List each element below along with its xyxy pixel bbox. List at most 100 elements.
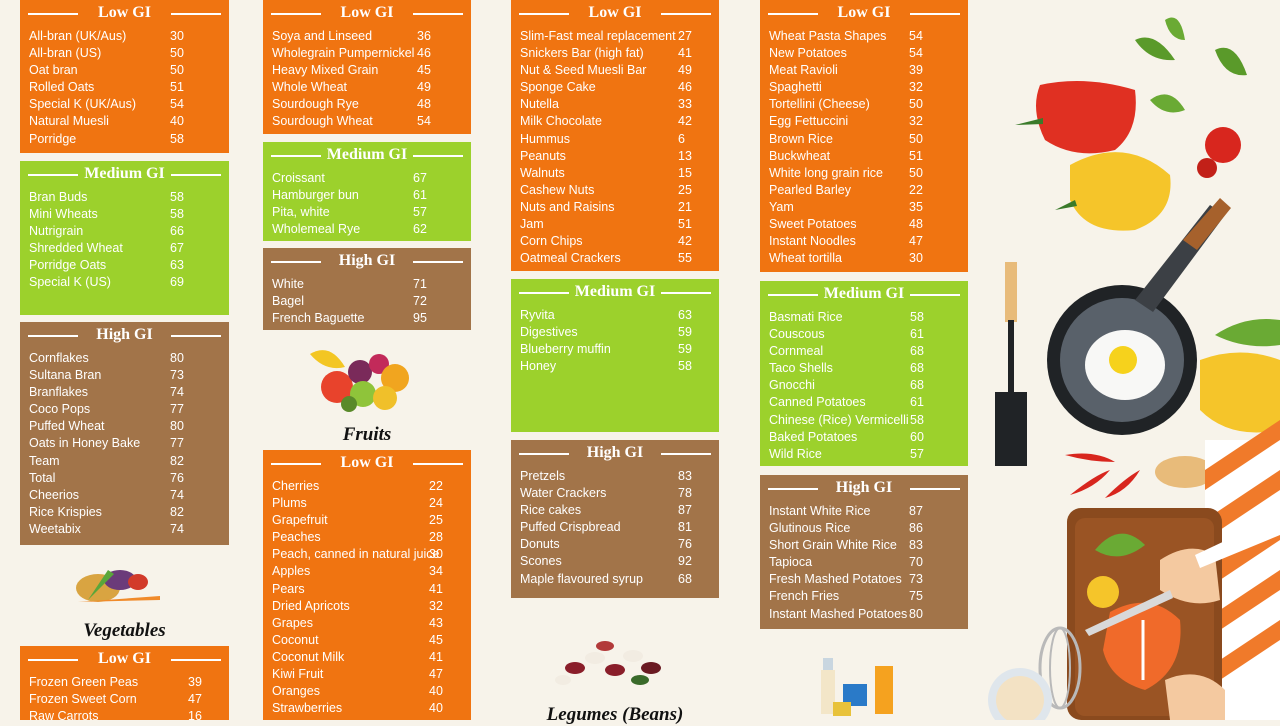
gi-value: 67 (170, 241, 184, 256)
gi-value: 40 (429, 684, 443, 699)
food-name: Instant Mashed Potatoes (769, 606, 908, 621)
food-row: Puffed Wheat 80 (20, 418, 229, 435)
food-name: Sourdough Rye (272, 97, 359, 112)
panel-c3-low: Low GI Slim-Fast meal replacement 27 Snicke… (511, 0, 719, 271)
food-row: Special K (UK/Aus) 54 (20, 96, 229, 113)
gi-value: 77 (170, 402, 184, 417)
gi-list: Ryvita 63 Digestives 59 Blueberry muffin 59 Ho… (511, 305, 719, 375)
panel-c2-medium: Medium GI Croissant 67 Hamburger bun 61 Pita,… (263, 142, 471, 241)
gi-value: 49 (678, 63, 692, 78)
food-name: Kiwi Fruit (272, 667, 324, 682)
food-name: Wild Rice (769, 446, 822, 461)
food-row: Nuts and Raisins 21 (511, 199, 719, 216)
gi-value: 43 (429, 615, 443, 630)
food-name: Canned Potatoes (769, 395, 866, 410)
food-row: Weetabix 74 (20, 521, 229, 538)
gi-value: 41 (429, 581, 443, 596)
gi-value: 68 (910, 361, 924, 376)
food-name: Total (29, 470, 56, 485)
food-row: Hamburger bun 61 (263, 187, 471, 204)
food-name: Slim-Fast meal replacement (520, 29, 676, 43)
food-row: Heavy Mixed Grain 45 (263, 62, 471, 79)
panel-title: High GI (263, 248, 471, 274)
food-name: Honey (520, 359, 557, 374)
food-row: Rolled Oats 51 (20, 79, 229, 96)
food-name: Pita, white (272, 205, 330, 220)
gi-value: 41 (678, 46, 692, 61)
food-row: All-bran (US) 50 (20, 45, 229, 62)
gi-value: 63 (678, 308, 692, 322)
food-row: Sponge Cake 46 (511, 79, 719, 96)
section-title-fruits: Fruits (342, 424, 392, 445)
panel-vegetables-low: Low GI Frozen Green Peas 39 Frozen Sweet Co… (20, 646, 229, 720)
food-row: Coco Pops 77 (20, 401, 229, 418)
food-row: Blueberry muffin 59 (511, 341, 719, 358)
food-row: Special K (US) 69 (20, 274, 229, 291)
food-name: Puffed Crispbread (520, 520, 621, 535)
gi-list: Frozen Green Peas 39 Frozen Sweet Corn 47 Ra… (20, 672, 229, 720)
food-name: Wholegrain Pumpernickel (272, 46, 415, 61)
food-row: Spaghetti 32 (760, 79, 968, 96)
food-name: Egg Fettuccini (769, 114, 849, 129)
gi-value: 87 (909, 504, 923, 518)
drinks-illustration (821, 658, 893, 716)
gi-list: Croissant 67 Hamburger bun 61 Pita, white 57 W… (263, 168, 471, 238)
gi-value: 40 (429, 701, 443, 716)
gi-value: 67 (413, 171, 427, 185)
panel-c3-medium: Medium GI Ryvita 63 Digestives 59 Blueberry m… (511, 279, 719, 432)
gi-value: 58 (170, 190, 184, 204)
food-name: Team (29, 453, 60, 468)
gi-list: Soya and Linseed 36 Wholegrain Pumpernicke… (263, 26, 471, 131)
food-name: Oat bran (29, 63, 78, 78)
food-name: Porridge Oats (29, 258, 107, 273)
food-name: Meat Ravioli (769, 63, 838, 78)
food-row: Nut & Seed Muesli Bar 49 (511, 62, 719, 79)
panel-title: Low GI (511, 0, 719, 26)
gi-value: 28 (429, 530, 443, 545)
food-name: Soya and Linseed (272, 29, 373, 43)
food-name: Chinese (Rice) Vermicelli (769, 412, 909, 427)
food-name: Oatmeal Crackers (520, 251, 621, 266)
gi-value: 80 (909, 606, 923, 621)
food-name: Oranges (272, 684, 320, 699)
food-name: Nutella (520, 97, 559, 112)
food-row: Glutinous Rice 86 (760, 520, 968, 537)
gi-value: 40 (170, 114, 184, 129)
food-row: Porridge 58 (20, 131, 229, 148)
gi-value: 46 (678, 80, 692, 95)
food-row: White 71 (263, 276, 471, 293)
gi-value: 50 (909, 165, 923, 180)
gi-value: 48 (909, 217, 923, 232)
food-name: Ryvita (520, 308, 555, 322)
gi-value: 70 (909, 555, 923, 570)
gi-value: 57 (413, 205, 427, 220)
gi-value: 50 (170, 46, 184, 61)
gi-value: 73 (909, 572, 923, 587)
gi-list: Slim-Fast meal replacement 27 Snickers Bar… (511, 26, 719, 267)
panel-c4-low: Low GI Wheat Pasta Shapes 54 New Potatoes 54… (760, 0, 968, 272)
food-row: Sweet Potatoes 48 (760, 216, 968, 233)
food-row: Frozen Sweet Corn 47 (20, 691, 229, 708)
gi-value: 78 (678, 486, 692, 501)
food-name: Weetabix (29, 521, 81, 536)
fruits-illustration (310, 350, 409, 412)
food-row: Mini Wheats 58 (20, 206, 229, 223)
gi-value: 47 (909, 234, 923, 249)
food-row: Oatmeal Crackers 55 (511, 250, 719, 267)
section-title-vegetables: Vegetables (83, 620, 166, 641)
food-row: Puffed Crispbread 81 (511, 519, 719, 536)
gi-value: 68 (678, 571, 692, 586)
gi-value: 42 (678, 114, 692, 129)
panel-title: Low GI (263, 0, 471, 26)
food-row: Egg Fettuccini 32 (760, 113, 968, 130)
food-row: Maple flavoured syrup 68 (511, 571, 719, 588)
gi-value: 76 (170, 470, 184, 485)
food-name: Raw Carrots (29, 709, 99, 720)
food-name: Pears (272, 581, 305, 596)
food-row: Peanuts 13 (511, 148, 719, 165)
gi-value: 59 (678, 325, 692, 340)
gi-value: 54 (170, 97, 184, 112)
food-row: Jam 51 (511, 216, 719, 233)
food-name: Glutinous Rice (769, 521, 851, 536)
gi-value: 83 (678, 469, 692, 483)
